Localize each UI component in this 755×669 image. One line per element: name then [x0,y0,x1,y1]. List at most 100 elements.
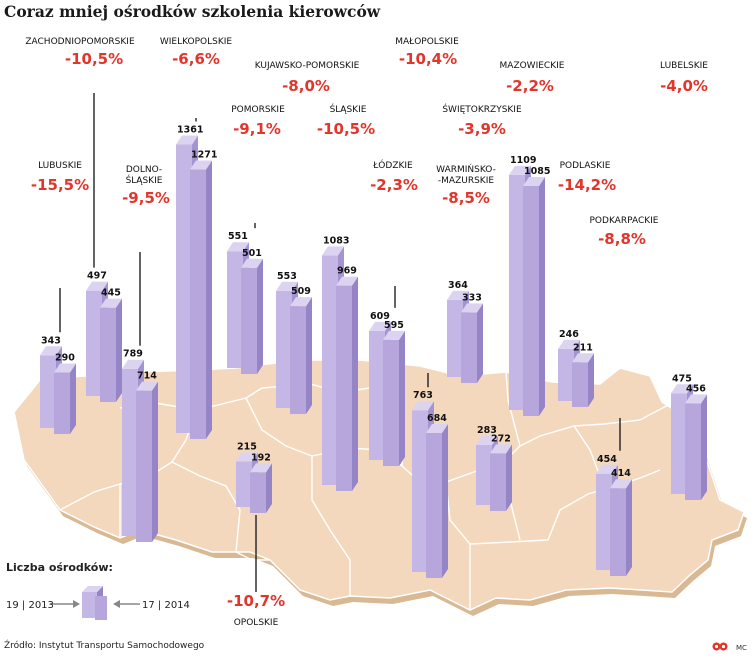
bar-lubelskie-2014-front [685,403,701,500]
publisher-logo-icon [712,642,728,651]
bar-lubelskie-2014-side [701,394,707,500]
value-label-lodzkie-2013: 609 [370,311,390,322]
change-label-swietokrzyskie: -3,9% [458,120,506,138]
bar-swietokrzyskie-2014 [490,444,512,511]
region-border [469,469,661,545]
bar-podkarpackie-2014-side [626,479,632,576]
author-initials: MC [736,644,747,652]
bar-slaskie-2014-side [352,276,358,491]
legend-bar-2013-front [82,592,97,618]
value-label-swietokrzyskie-2013: 283 [477,425,497,436]
value-label-lubuskie-2014: 290 [55,353,75,364]
bar-slaskie-2014-top [336,276,358,286]
change-label-lubelskie: -4,0% [660,77,708,95]
legend-label-2014: 17 | 2014 [142,600,190,611]
bar-mazowieckie-2013-front [509,174,525,410]
bar-opolskie-2014-top [250,463,272,473]
bar-warminsko-mazurskie-2013-front [447,299,463,377]
bar-zachodniopomorskie-2014 [100,298,122,402]
chart-title: Coraz mniej ośrodków szkolenia kierowców [4,2,381,21]
bar-kujawsko-pomorskie-2013-front [276,290,292,408]
value-label-lodzkie-2014: 595 [384,320,404,331]
bar-mazowieckie-2013-top [509,165,531,175]
region-name-dolno-slaskie-line1: DOLNO- [126,165,162,175]
value-label-pomorskie-2013: 551 [228,231,248,242]
bar-swietokrzyskie-2013-front [476,445,492,505]
region-border [311,456,351,596]
bar-pomorskie-2014-side [257,258,263,374]
bar-lubelskie-2013-top [671,384,693,394]
change-label-malopolskie: -10,4% [399,50,457,68]
bar-malopolskie-2014 [426,423,448,578]
region-name-mazowieckie: MAZOWIECKIE [500,61,565,71]
bars [40,135,707,578]
bar-mazowieckie-2014-front [523,185,539,416]
bar-mazowieckie-2014 [523,176,545,416]
value-label-slaskie-2013: 1083 [323,235,349,246]
bar-lubuskie-2014-top [54,363,76,373]
bar-mazowieckie-2014-side [539,176,545,416]
value-label-swietokrzyskie-2014: 272 [491,433,511,444]
bar-pomorskie-2013-front [227,251,243,368]
value-label-wielkopolskie-2013: 1361 [177,124,203,135]
change-label-warminsko-mazurskie: -8,5% [442,189,490,207]
bar-kujawsko-pomorskie-2013-top [276,281,298,291]
value-label-dolno-slaskie-2014: 714 [137,371,157,382]
region-border [235,551,270,561]
bar-malopolskie-2014-front [426,432,442,578]
bar-pomorskie-2014-front [241,267,257,374]
bar-warminsko-mazurskie-2014-front [461,312,477,383]
bar-opolskie-2014 [250,463,272,513]
bar-pomorskie-2013-top [227,242,249,252]
bar-lubuskie-2014-front [54,372,70,434]
value-label-mazowieckie-2014: 1085 [524,166,550,177]
bar-zachodniopomorskie-2013-front [86,290,102,396]
region-name-zachodniopomorskie: ZACHODNIOPOMORSKIE [25,37,135,47]
bar-lubuskie-2014 [54,363,76,434]
bar-malopolskie-2014-side [442,423,448,578]
legend-arrowhead-right [113,600,120,608]
region-name-opolskie: OPOLSKIE [234,618,279,628]
change-label-opolskie: -10,7% [227,592,285,610]
region-name-warminsko-mazurskie-line1: WARMIŃSKO- [436,163,496,175]
value-label-dolno-slaskie-2013: 789 [123,349,143,360]
bar-opolskie-2013-top [236,452,258,462]
leader-lines [59,93,621,592]
change-label-kujawsko-pomorskie: -8,0% [282,77,330,95]
bar-lubelskie-2014-top [685,394,707,404]
change-label-dolno-slaskie: -9,5% [122,189,170,207]
region-name-pomorskie: POMORSKIE [231,105,285,115]
legend-bar-top [82,586,103,592]
region-name-lubuskie: LUBUSKIE [38,161,82,171]
bar-lubuskie-2013-front [40,355,56,428]
value-label-lubuskie-2013: 343 [41,335,61,346]
bar-kujawsko-pomorskie-2014 [290,297,312,414]
change-label-slaskie: -10,5% [317,120,375,138]
bar-lubelskie-2014 [685,394,707,500]
bar-lodzkie-2013-front [369,330,385,460]
value-label-malopolskie-2014: 684 [427,413,447,424]
value-label-wielkopolskie-2014: 1271 [191,150,217,161]
bar-wielkopolskie-2014 [190,160,212,439]
bar-podlaskie-2013-top [558,339,580,349]
value-label-kujawsko-pomorskie-2014: 509 [291,286,311,297]
bar-dolno-slaskie-2014 [136,381,158,542]
bar-wielkopolskie-2014-front [190,169,206,439]
bar-slaskie-2014-front [336,285,352,491]
region-border [171,461,241,553]
bar-zachodniopomorskie-2014-side [116,298,122,402]
bar-podlaskie-2014-top [572,353,594,363]
region-name-warminsko-mazurskie-line2: -MAZURSKIE [438,176,494,186]
bar-podlaskie-2014 [572,353,594,407]
bar-malopolskie-2014-top [426,423,448,433]
bar-wielkopolskie-2013-front [176,144,192,433]
region-name-podlaskie: PODLASKIE [560,161,611,171]
bar-kujawsko-pomorskie-2014-top [290,297,312,307]
bar-dolno-slaskie-2014-top [136,381,158,391]
bar-zachodniopomorskie-2013-top [86,281,108,291]
change-label-lodzkie: -2,3% [370,176,418,194]
value-label-podkarpackie-2013: 454 [597,454,617,465]
value-label-warminsko-mazurskie-2014: 333 [462,292,482,303]
legend-arrowhead-left [73,600,80,608]
